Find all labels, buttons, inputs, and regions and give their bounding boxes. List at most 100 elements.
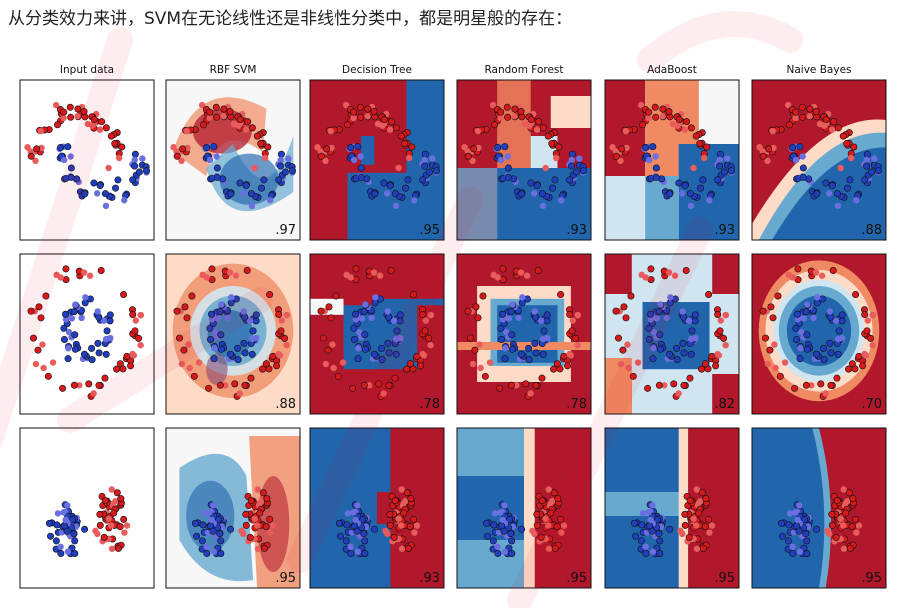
data-point bbox=[360, 530, 368, 538]
data-point bbox=[518, 190, 526, 198]
data-point bbox=[97, 267, 105, 275]
data-point bbox=[558, 197, 565, 204]
data-point bbox=[813, 190, 821, 198]
data-point bbox=[612, 152, 620, 160]
data-point bbox=[521, 120, 529, 128]
data-point bbox=[509, 301, 516, 308]
data-point bbox=[80, 269, 88, 276]
data-point bbox=[96, 182, 104, 190]
data-point bbox=[24, 144, 31, 151]
data-point bbox=[276, 352, 284, 359]
data-point bbox=[834, 335, 842, 343]
panel-0-1 bbox=[165, 79, 301, 241]
data-point bbox=[503, 103, 511, 111]
data-point bbox=[692, 132, 700, 140]
data-point bbox=[114, 544, 122, 552]
data-point bbox=[792, 335, 800, 343]
data-point bbox=[568, 327, 576, 335]
data-point bbox=[27, 152, 35, 160]
data-point bbox=[176, 334, 184, 342]
data-point bbox=[320, 334, 328, 342]
data-point bbox=[334, 372, 342, 380]
data-point bbox=[507, 530, 515, 538]
data-point bbox=[551, 544, 559, 552]
data-point bbox=[698, 365, 706, 373]
data-point bbox=[673, 344, 681, 352]
data-point bbox=[654, 516, 662, 524]
data-point bbox=[813, 350, 821, 358]
data-point bbox=[820, 356, 828, 364]
data-point bbox=[777, 519, 785, 527]
data-point bbox=[420, 352, 428, 359]
data-point bbox=[170, 144, 177, 151]
score-label: .82 bbox=[714, 397, 735, 412]
data-point bbox=[71, 537, 79, 545]
data-point bbox=[85, 380, 93, 388]
data-point bbox=[323, 145, 331, 153]
data-point bbox=[68, 315, 76, 322]
data-point bbox=[70, 381, 78, 389]
data-point bbox=[347, 143, 355, 151]
data-point bbox=[376, 272, 384, 279]
data-point bbox=[203, 543, 210, 550]
panel-1-1 bbox=[165, 253, 301, 415]
panel-2-1 bbox=[165, 427, 301, 589]
data-point bbox=[248, 202, 256, 210]
data-point bbox=[317, 307, 325, 315]
data-point bbox=[405, 154, 413, 162]
data-point bbox=[53, 121, 61, 129]
data-point bbox=[667, 294, 674, 301]
data-point bbox=[198, 101, 206, 109]
data-point bbox=[538, 190, 546, 198]
data-point bbox=[236, 179, 244, 187]
data-point bbox=[135, 334, 143, 342]
data-point bbox=[829, 267, 837, 275]
data-point bbox=[206, 509, 213, 516]
data-point bbox=[364, 113, 371, 120]
panel-1-2 bbox=[309, 253, 445, 415]
data-point bbox=[289, 167, 297, 175]
data-point bbox=[88, 356, 96, 364]
data-point bbox=[67, 173, 75, 181]
data-point bbox=[352, 310, 360, 318]
data-point bbox=[137, 311, 144, 319]
data-point bbox=[360, 308, 368, 316]
data-point bbox=[504, 164, 512, 172]
data-point bbox=[645, 108, 653, 116]
data-point bbox=[111, 140, 119, 148]
data-point bbox=[361, 331, 369, 339]
data-point bbox=[502, 328, 510, 336]
data-point bbox=[649, 548, 657, 555]
data-point bbox=[411, 529, 418, 536]
data-point bbox=[720, 334, 728, 342]
data-point bbox=[117, 495, 125, 503]
data-point bbox=[213, 153, 220, 160]
data-point bbox=[240, 530, 247, 538]
data-point bbox=[817, 380, 825, 388]
data-point bbox=[835, 327, 843, 335]
data-point bbox=[849, 495, 857, 503]
data-point bbox=[842, 509, 850, 517]
data-point bbox=[650, 328, 658, 336]
data-point bbox=[675, 390, 682, 397]
data-point bbox=[102, 202, 110, 210]
data-point bbox=[102, 350, 110, 358]
data-point bbox=[114, 176, 122, 184]
data-point bbox=[413, 522, 421, 529]
data-point bbox=[666, 190, 674, 198]
data-point bbox=[464, 307, 472, 315]
data-point bbox=[494, 549, 502, 557]
data-point bbox=[350, 509, 357, 516]
data-point bbox=[105, 515, 112, 522]
data-point bbox=[342, 101, 350, 109]
data-point bbox=[58, 529, 66, 536]
data-point bbox=[261, 154, 269, 162]
data-point bbox=[544, 132, 552, 140]
data-point bbox=[469, 360, 477, 368]
data-point bbox=[400, 509, 408, 517]
data-point bbox=[392, 350, 400, 358]
panel-2-3 bbox=[456, 427, 592, 589]
data-point bbox=[801, 516, 809, 524]
data-point bbox=[656, 331, 664, 339]
data-point bbox=[828, 126, 836, 133]
